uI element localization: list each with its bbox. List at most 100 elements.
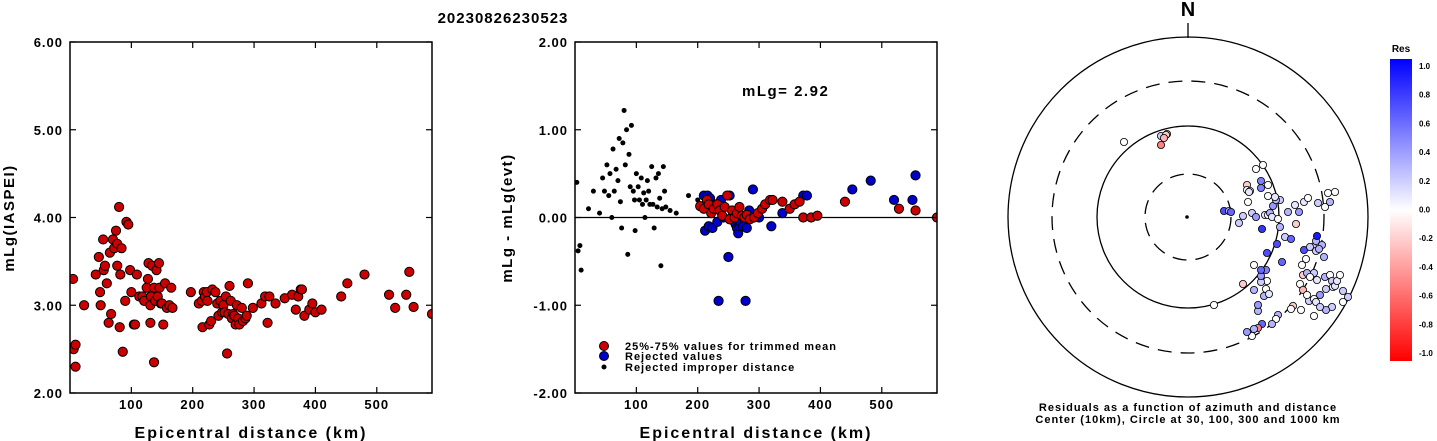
colorbar-gradient	[1390, 59, 1412, 361]
x-tick-label: 100	[624, 397, 649, 412]
station-residual-point	[1326, 197, 1335, 206]
chart-panel-mlg-residual: -2.00 -1.00 0.00 1.00 2.00 100 200 300 400 500 m…	[499, 35, 938, 441]
improper-distance-point	[575, 179, 580, 185]
colorbar-label: 1.0	[1419, 62, 1431, 71]
data-point	[114, 322, 125, 333]
residual-colorbar: Res 1.0 0.8 0.6 0.4 0.2 0.0 -0.2 -0.4 -0.6 -0.8 -1…	[1390, 44, 1433, 361]
station-residual-point	[1322, 284, 1331, 293]
data-point	[117, 346, 128, 357]
colorbar-label: -0.4	[1419, 263, 1433, 272]
trimmed-mean-point	[839, 196, 851, 207]
trimmed-mean-point	[767, 194, 778, 206]
station-residual-point	[1227, 207, 1236, 216]
data-point	[342, 278, 353, 289]
data-point	[383, 289, 395, 300]
improper-distance-point	[621, 107, 627, 113]
north-label: N	[1181, 0, 1195, 21]
data-point	[270, 298, 281, 309]
station-residual-point	[1295, 207, 1304, 216]
x-tick-label: 300	[747, 397, 772, 412]
station-residual-point	[1315, 244, 1324, 253]
trimmed-mean-point	[910, 205, 921, 216]
improper-distance-point	[606, 193, 612, 199]
trimmed-mean-point	[794, 196, 805, 207]
improper-distance-point	[585, 206, 591, 212]
rejected-point	[713, 295, 724, 306]
station-residual-point	[1321, 202, 1330, 211]
improper-distance-point	[622, 162, 628, 168]
station-residual-point	[1314, 198, 1323, 207]
y-tick-label: 0.00	[539, 211, 568, 226]
improper-distance-point	[630, 188, 636, 194]
y-tick-label: 6.00	[34, 35, 63, 50]
x-tick-label: 500	[364, 397, 389, 412]
station-residual-point	[1297, 305, 1306, 314]
legend-marker-rejected	[599, 351, 609, 361]
data-point	[94, 286, 106, 298]
improper-distance-point	[578, 267, 584, 273]
data-point	[236, 302, 247, 313]
colorbar-label: 0.8	[1419, 91, 1431, 100]
improper-distance-point	[613, 166, 619, 172]
data-point	[316, 304, 327, 315]
improper-distance-point	[641, 190, 647, 196]
improper-distance-point	[616, 136, 622, 142]
panel1-x-axis-label: Epicentral distance (km)	[135, 425, 368, 441]
station-residual-point	[1339, 286, 1348, 295]
improper-distance-point	[662, 188, 668, 194]
y-tick-label: 2.00	[539, 35, 568, 50]
data-point	[210, 286, 221, 298]
station-residual-point	[1336, 270, 1345, 279]
station-residual-point	[1304, 193, 1313, 202]
station-residual-point	[1331, 187, 1340, 196]
data-point	[206, 315, 217, 327]
data-point	[131, 269, 142, 280]
station-residual-point	[1339, 297, 1348, 306]
improper-distance-point	[663, 204, 669, 210]
panel2-mlg-annotation: mLg= 2.92	[742, 83, 829, 100]
trimmed-mean-point	[812, 210, 823, 221]
station-residual-point	[1160, 133, 1169, 142]
improper-distance-point	[600, 175, 606, 181]
station-residual-point	[1292, 219, 1301, 228]
x-tick-label: 200	[685, 397, 710, 412]
data-point	[70, 273, 79, 285]
rejected-point	[865, 175, 876, 186]
trimmed-mean-point	[722, 190, 733, 201]
data-point	[247, 302, 258, 313]
station-residual-point	[1284, 207, 1293, 216]
station-residual-point	[1239, 279, 1248, 288]
station-residual-point	[1273, 239, 1282, 248]
polar-caption-line1: Residuals as a function of azimuth and d…	[1039, 402, 1337, 414]
data-point	[390, 302, 401, 313]
station-residual-point	[1250, 324, 1259, 333]
data-point	[115, 269, 126, 280]
station-residual-point	[1120, 137, 1129, 146]
rejected-point	[723, 251, 734, 263]
station-residual-point	[1324, 188, 1333, 197]
station-residual-point	[1244, 197, 1253, 206]
panel2-y-axis-label: mLg - mLg(evt)	[499, 153, 516, 282]
improper-distance-point	[615, 178, 621, 184]
colorbar-label: 0.2	[1419, 177, 1431, 186]
data-point	[70, 361, 81, 372]
station-residual-point	[1271, 192, 1280, 201]
y-tick-label: -2.00	[533, 386, 568, 401]
data-point	[98, 234, 109, 245]
station-residual-point	[1210, 300, 1219, 309]
rejected-point	[847, 184, 858, 195]
station-residual-point	[1250, 285, 1259, 294]
x-tick-label: 500	[869, 397, 894, 412]
colorbar-label: 0.0	[1419, 206, 1431, 215]
improper-distance-point	[610, 146, 616, 152]
station-residual-point	[1235, 218, 1244, 227]
station-residual-point	[1276, 222, 1285, 231]
panel1-x-ticks: 100 200 300 400 500	[119, 42, 389, 412]
rejected-point	[747, 184, 759, 195]
trimmed-mean-point	[893, 203, 905, 214]
data-point	[221, 348, 233, 359]
station-residual-point	[1252, 164, 1261, 173]
rejected-point	[910, 170, 921, 181]
x-tick-label: 300	[242, 397, 267, 412]
data-point	[242, 278, 254, 289]
